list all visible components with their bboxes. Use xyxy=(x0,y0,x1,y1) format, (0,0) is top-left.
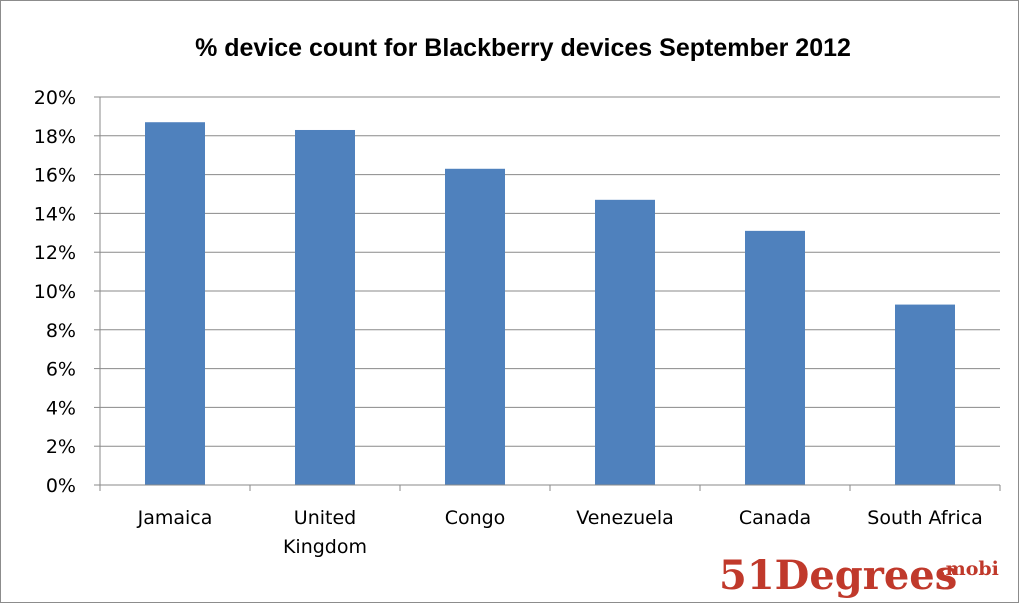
y-tick-label: 20% xyxy=(34,87,76,109)
y-tick-label: 12% xyxy=(34,242,76,264)
logo-main-text: 51Degrees xyxy=(719,552,957,599)
y-tick-label: 8% xyxy=(46,320,76,342)
bar xyxy=(895,304,955,485)
bars xyxy=(145,122,955,486)
x-tick-label: Jamaica xyxy=(137,507,213,529)
y-tick-label: 14% xyxy=(34,203,76,225)
y-tick-labels: 0% 2% 4% 6% 8% 10% 12% 14% 16% 18% 20% xyxy=(34,87,76,497)
x-tick-label: Venezuela xyxy=(576,507,674,529)
bar xyxy=(145,122,205,485)
y-tick-label: 6% xyxy=(46,359,76,381)
bar xyxy=(595,199,655,485)
y-tick-label: 10% xyxy=(34,281,76,303)
y-tick-label: 18% xyxy=(34,126,76,148)
x-tick-label: United Kingdom xyxy=(283,507,367,558)
x-tick-label: South Africa xyxy=(867,507,982,529)
chart-title: % device count for Blackberry devices Se… xyxy=(195,34,851,62)
y-tick-label: 0% xyxy=(46,475,76,497)
x-tick-label: Congo xyxy=(445,507,506,529)
gridlines xyxy=(100,96,1000,447)
x-tick-labels: Jamaica United Kingdom Congo Venezuela Canada… xyxy=(137,507,983,558)
logo-sup-text: .mobi xyxy=(939,558,999,580)
y-tick-label: 16% xyxy=(34,165,76,187)
y-tick-label: 2% xyxy=(46,436,76,458)
axes xyxy=(94,96,1001,491)
bar xyxy=(745,230,805,485)
bar xyxy=(445,168,505,485)
x-tick-label: Canada xyxy=(739,507,811,529)
bar xyxy=(295,129,355,486)
y-tick-label: 4% xyxy=(46,397,76,419)
logo: 51Degrees .mobi xyxy=(719,552,999,599)
